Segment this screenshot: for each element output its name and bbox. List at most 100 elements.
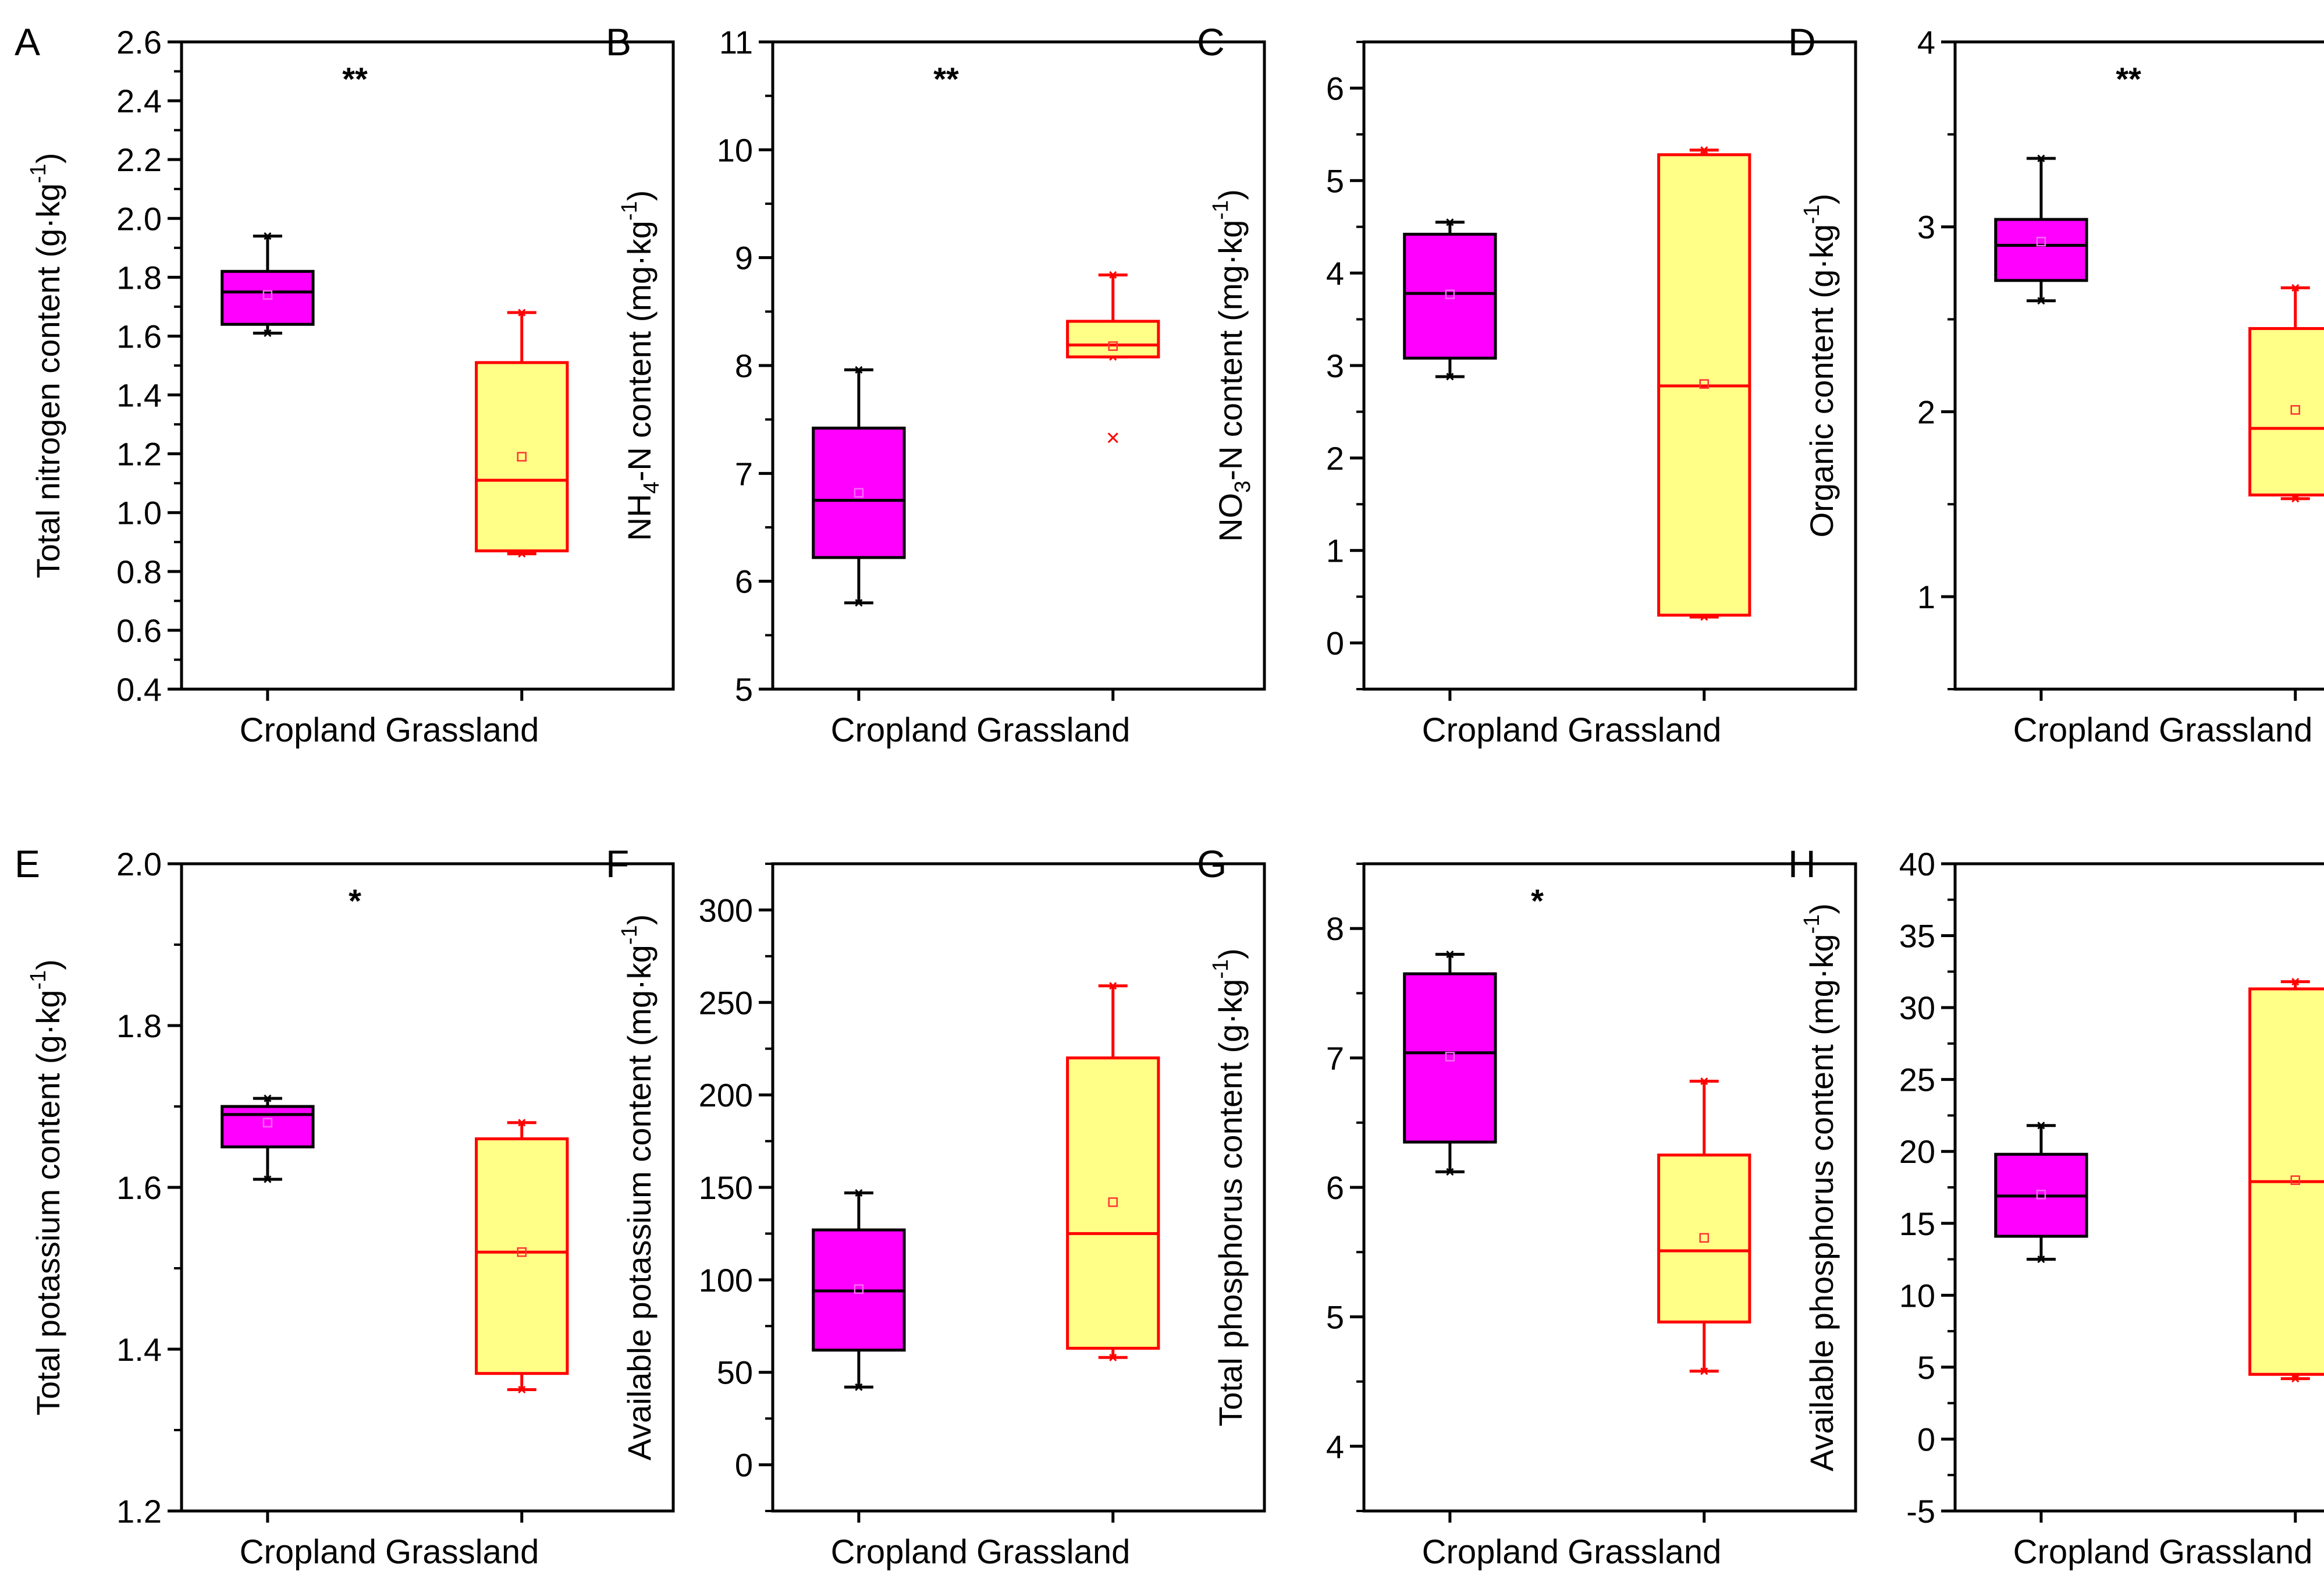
y-tick-label: 30 xyxy=(1899,989,1935,1026)
y-tick-label: 2.0 xyxy=(116,846,162,882)
y-tick-label: 1.0 xyxy=(116,495,162,531)
y-tick-label: 15 xyxy=(1899,1205,1935,1242)
panel-letter: D xyxy=(1788,20,1816,63)
y-axis-label-superscript: -1 xyxy=(1800,914,1824,934)
y-axis-label: Total nitrogen content (g·kg-1) xyxy=(26,152,66,578)
box-cropland xyxy=(1994,1122,2088,1264)
y-axis-label: NH4-N content (mg·kg-1) xyxy=(617,190,664,541)
extreme-marker xyxy=(2037,154,2045,162)
box-iqr xyxy=(1066,320,1160,359)
x-category-label: Cropland xyxy=(1422,1533,1559,1571)
extreme-marker xyxy=(1109,1353,1117,1361)
mean-marker xyxy=(1108,1197,1118,1207)
y-tick-label: 6 xyxy=(1326,1169,1344,1206)
x-category-label: Grassland xyxy=(976,711,1130,749)
significance-marker: * xyxy=(1531,882,1544,919)
y-tick-label: 0 xyxy=(1917,1421,1935,1457)
extreme-marker xyxy=(855,1189,863,1197)
x-category-label: Grassland xyxy=(2159,1533,2312,1571)
extreme-marker xyxy=(2291,1375,2300,1383)
plot-frame xyxy=(180,862,675,1513)
extreme-marker xyxy=(1446,218,1454,226)
extreme-marker xyxy=(1109,982,1117,990)
y-axis-label-superscript: -1 xyxy=(1800,204,1824,224)
y-tick-label: 8 xyxy=(1326,910,1344,947)
plot-frame xyxy=(1953,40,2324,691)
y-tick-label: 20 xyxy=(1899,1133,1935,1170)
panel-letter: E xyxy=(15,842,40,885)
y-tick-label: 10 xyxy=(717,132,753,168)
mean-marker xyxy=(1445,1052,1455,1062)
y-tick-label: 40 xyxy=(1899,846,1935,882)
mean-marker xyxy=(1445,289,1455,299)
extreme-marker xyxy=(264,1175,272,1183)
y-tick-label: 2 xyxy=(1326,440,1344,477)
y-axis-label-text: ) xyxy=(30,152,66,164)
y-axis-label-superscript: -1 xyxy=(617,925,642,945)
y-axis-label-text: Organic content (g·kg xyxy=(1803,224,1840,537)
extreme-marker xyxy=(1700,1077,1708,1086)
y-tick-label: 1.4 xyxy=(116,1331,162,1368)
mean-marker xyxy=(262,290,273,300)
y-tick-label: 0 xyxy=(735,1447,753,1484)
y-axis-label-text: -N content (mg·kg xyxy=(1212,220,1249,481)
box-grassland xyxy=(1657,1077,1751,1375)
x-category-label: Grassland xyxy=(2159,711,2312,749)
y-axis-label-superscript: -1 xyxy=(26,970,51,990)
y-tick-label: 2.4 xyxy=(116,83,162,119)
panel-d: D 1 2 3 4 Cropland Grassland Organic content (g… xyxy=(1788,20,2324,749)
y-tick-label: 1.4 xyxy=(116,377,162,414)
mean-marker xyxy=(1699,379,1709,389)
y-axis-label-superscript: -1 xyxy=(617,201,642,221)
y-tick-label: 1.2 xyxy=(116,1493,162,1530)
extreme-marker xyxy=(2037,297,2045,305)
y-tick-label: -5 xyxy=(1906,1493,1935,1530)
extreme-marker xyxy=(264,329,272,337)
y-tick-label: 5 xyxy=(1326,1299,1344,1335)
box-cropland xyxy=(221,1094,315,1183)
extreme-marker xyxy=(2291,283,2300,292)
y-tick-label: 1.6 xyxy=(116,318,162,354)
y-tick-label: 5 xyxy=(1326,162,1344,199)
y-tick-label: 6 xyxy=(735,563,753,600)
y-axis-label-text: Available potassium content (mg·kg xyxy=(621,945,658,1460)
y-tick-label: 9 xyxy=(735,240,753,276)
box-iqr xyxy=(1403,232,1497,360)
y-axis-label-text: NO xyxy=(1212,493,1249,542)
extreme-marker xyxy=(264,1094,272,1102)
y-tick-label: 4 xyxy=(1326,1428,1344,1465)
y-tick-label: 2.6 xyxy=(116,24,162,61)
box-iqr xyxy=(221,269,315,326)
significance-marker: * xyxy=(349,882,361,919)
extreme-marker xyxy=(855,1383,863,1391)
y-axis-label-text: ) xyxy=(1212,189,1249,200)
box-cropland xyxy=(221,232,315,337)
y-tick-label: 10 xyxy=(1899,1277,1935,1314)
box-iqr xyxy=(1403,972,1497,1144)
x-category-label: Cropland xyxy=(2013,711,2150,749)
box-iqr xyxy=(475,361,569,552)
x-category-label: Grassland xyxy=(1568,711,1721,749)
mean-marker xyxy=(2290,405,2300,415)
y-tick-label: 5 xyxy=(1917,1349,1935,1386)
y-axis-label: Total phosphorus content (g·kg-1) xyxy=(1209,948,1249,1426)
panel-g: G 4 5 6 7 8 Cropland Grassland Total phosphorus … xyxy=(1197,842,1857,1571)
y-axis-label-text: Available phosphorus content (mg·kg xyxy=(1803,934,1840,1471)
y-tick-label: 4 xyxy=(1326,255,1344,292)
y-tick-label: 0.8 xyxy=(116,554,162,590)
y-tick-label: 2.2 xyxy=(116,141,162,178)
extreme-marker xyxy=(1446,1168,1454,1176)
y-axis-label-subscript: 4 xyxy=(639,481,664,494)
y-axis-label-text: -N content (mg·kg xyxy=(621,221,658,481)
significance-marker: ** xyxy=(2116,61,2141,97)
y-axis-label-text: Total nitrogen content (g·kg xyxy=(30,183,66,579)
mean-marker xyxy=(517,452,527,462)
panel-letter: H xyxy=(1788,842,1816,885)
panel-letter: C xyxy=(1197,20,1225,63)
panel-h: H -5 0 5 10 15 20 25 30 35 40 Cropland Grassland Avai… xyxy=(1788,842,2324,1571)
y-axis-label-subscript: 3 xyxy=(1231,481,1255,493)
y-tick-label: 300 xyxy=(699,892,753,928)
x-category-label: Cropland xyxy=(2013,1533,2150,1571)
y-axis-label-superscript: -1 xyxy=(26,164,51,183)
